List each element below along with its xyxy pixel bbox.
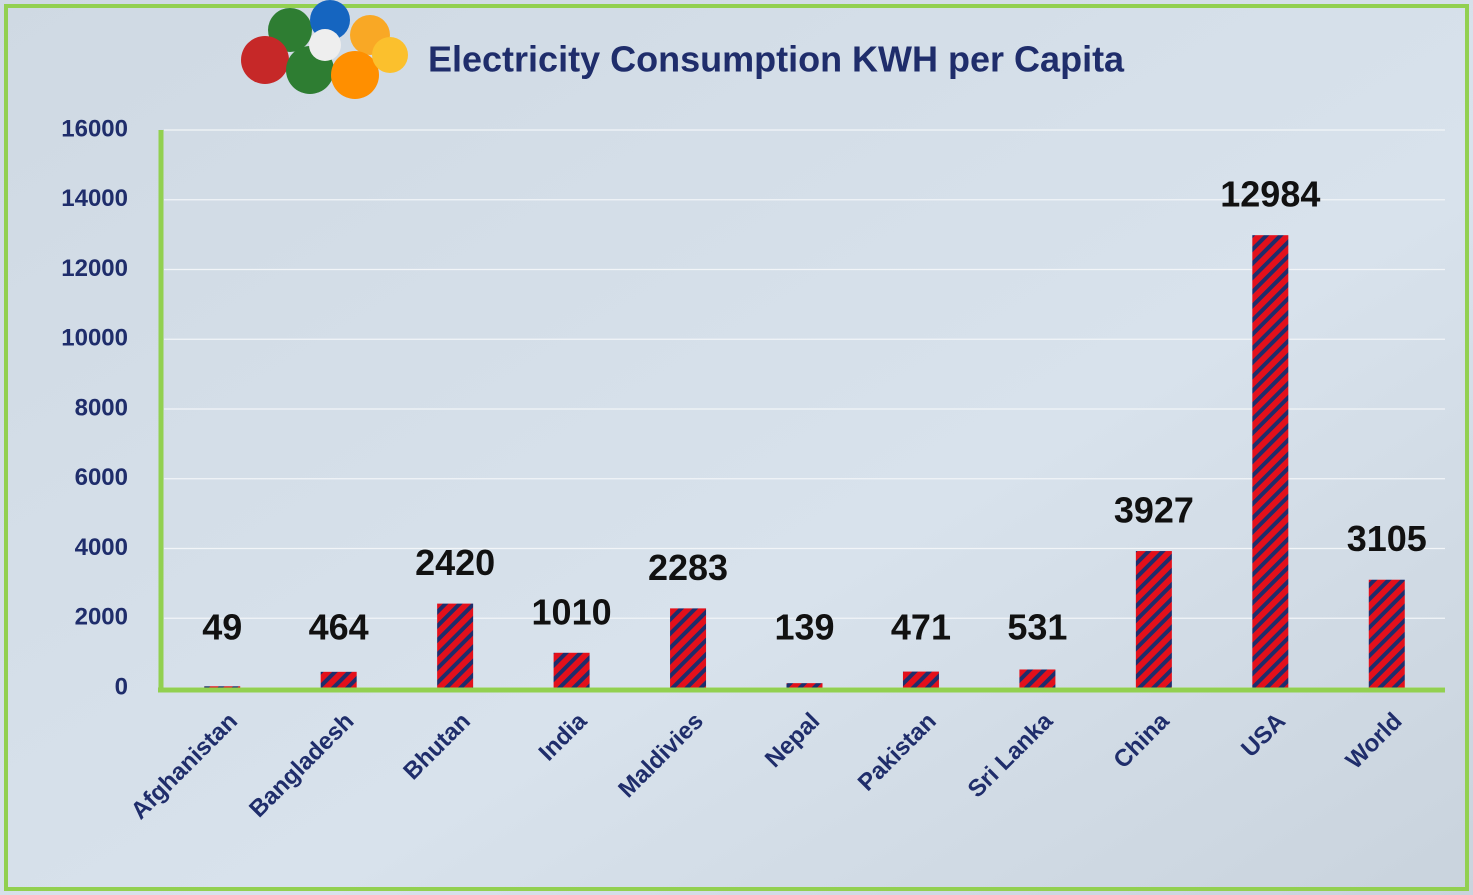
y-tick-label: 6000 [75,464,128,491]
data-label: 531 [1007,607,1067,648]
y-tick-label: 10000 [61,325,128,352]
data-label: 464 [309,607,369,648]
data-label: 3927 [1114,490,1194,531]
frame [4,4,1469,891]
data-label: 139 [774,607,834,648]
y-tick-label: 8000 [75,394,128,421]
bar [204,686,241,688]
bar [670,608,707,688]
data-label: 2283 [648,547,728,588]
chart-title: Electricity Consumption KWH per Capita [428,39,1125,80]
y-tick-label: 4000 [75,534,128,561]
y-tick-label: 2000 [75,604,128,631]
y-tick-label: 0 [115,673,128,700]
y-tick-label: 12000 [61,255,128,282]
data-label: 1010 [532,591,612,632]
data-label: 49 [202,607,242,648]
bar [1019,669,1056,688]
data-label: 471 [891,607,951,648]
y-tick-label: 14000 [61,185,128,212]
bar [553,652,590,688]
bar [437,603,474,688]
bar [1368,579,1405,688]
bar [1135,551,1172,688]
y-tick-label: 16000 [61,115,128,142]
bar [786,683,823,688]
flags-icon [241,0,408,99]
data-label: 12984 [1220,174,1320,215]
bar [1252,235,1289,689]
data-label: 3105 [1347,518,1427,559]
data-label: 2420 [415,542,495,583]
bar [902,671,939,688]
bar [320,671,357,688]
